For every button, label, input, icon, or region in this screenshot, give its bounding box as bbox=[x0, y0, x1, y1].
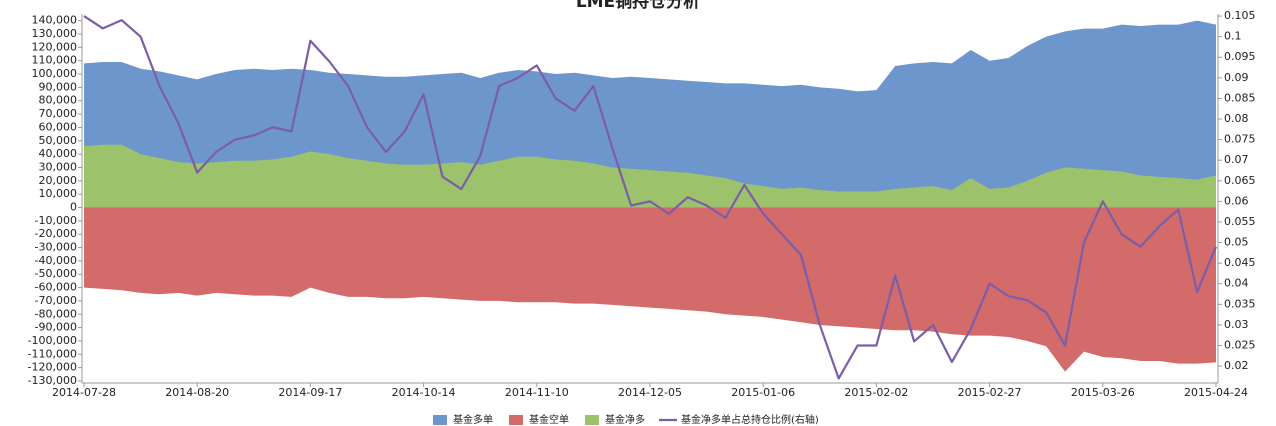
y-tick-label: -120,000 bbox=[28, 361, 77, 374]
y2-tick-label: 0.08 bbox=[1224, 112, 1249, 125]
y-tick-label: 110,000 bbox=[32, 54, 78, 67]
y-tick-label: 0 bbox=[70, 201, 77, 214]
y-tick-label: -40,000 bbox=[35, 254, 77, 267]
legend-swatch bbox=[433, 415, 447, 425]
y-tick-label: -110,000 bbox=[28, 347, 77, 360]
y2-tick-label: 0.03 bbox=[1224, 318, 1249, 331]
y-tick-label: 50,000 bbox=[39, 134, 78, 147]
y-tick-label: 60,000 bbox=[39, 120, 78, 133]
y-tick-label: -100,000 bbox=[28, 334, 77, 347]
y-tick-label: 100,000 bbox=[32, 67, 78, 80]
legend-label[interactable]: 基金净多 bbox=[605, 413, 645, 426]
y2-tick-label: 0.04 bbox=[1224, 277, 1249, 290]
y-tick-label: 80,000 bbox=[39, 94, 78, 107]
line-series bbox=[83, 15, 1218, 380]
x-tick-label: 2015-03-26 bbox=[1071, 386, 1135, 399]
y-tick-label: 30,000 bbox=[39, 160, 78, 173]
y2-tick-label: 0.035 bbox=[1224, 297, 1256, 310]
y-tick-label: 130,000 bbox=[32, 27, 78, 40]
y2-tick-label: 0.105 bbox=[1224, 9, 1256, 22]
legend-label[interactable]: 基金多单 bbox=[453, 413, 493, 426]
y2-tick-label: 0.065 bbox=[1224, 174, 1256, 187]
y-tick-label: -70,000 bbox=[35, 294, 77, 307]
y-tick-label: 10,000 bbox=[39, 187, 78, 200]
legend-swatch bbox=[585, 415, 599, 425]
y2-tick-label: 0.09 bbox=[1224, 71, 1249, 84]
x-tick-label: 2014-12-05 bbox=[618, 386, 682, 399]
y-tick-label: -20,000 bbox=[35, 227, 77, 240]
x-tick-label: 2015-02-02 bbox=[844, 386, 908, 399]
y2-tick-label: 0.055 bbox=[1224, 215, 1256, 228]
y-tick-label: -60,000 bbox=[35, 281, 77, 294]
y-tick-label: -30,000 bbox=[35, 241, 77, 254]
y2-tick-label: 0.025 bbox=[1224, 339, 1256, 352]
area-series bbox=[84, 144, 1216, 208]
y-tick-label: -80,000 bbox=[35, 307, 77, 320]
y-tick-label: 90,000 bbox=[39, 80, 78, 93]
y2-tick-label: 0.02 bbox=[1224, 359, 1249, 372]
y2-tick-label: 0.085 bbox=[1224, 91, 1256, 104]
y-tick-label: -10,000 bbox=[35, 214, 77, 227]
x-tick-label: 2014-11-10 bbox=[505, 386, 569, 399]
chart-title: LME铜持仓分析 bbox=[576, 0, 700, 12]
y-tick-label: 120,000 bbox=[32, 40, 78, 53]
x-tick-label: 2015-04-24 bbox=[1184, 386, 1248, 399]
x-tick-label: 2014-10-14 bbox=[392, 386, 456, 399]
y2-tick-label: 0.095 bbox=[1224, 50, 1256, 63]
y2-tick-label: 0.075 bbox=[1224, 133, 1256, 146]
x-tick-label: 2014-08-20 bbox=[165, 386, 229, 399]
legend-label[interactable]: 基金空单 bbox=[529, 413, 569, 426]
y2-tick-label: 0.06 bbox=[1224, 194, 1249, 207]
legend-label[interactable]: 基金净多单占总持仓比例(右轴) bbox=[681, 413, 819, 426]
y-tick-label: -50,000 bbox=[35, 267, 77, 280]
x-tick-label: 2015-02-27 bbox=[958, 386, 1022, 399]
y2-tick-label: 0.1 bbox=[1224, 30, 1242, 43]
y-tick-label: -90,000 bbox=[35, 321, 77, 334]
y-tick-label: 40,000 bbox=[39, 147, 78, 160]
legend: 基金多单 基金空单 基金净多 基金净多单占总持仓比例(右轴) bbox=[433, 413, 819, 426]
x-tick-label: 2015-01-06 bbox=[731, 386, 795, 399]
area-series bbox=[84, 207, 1216, 372]
x-tick-label: 2014-07-28 bbox=[52, 386, 116, 399]
y-tick-label: 140,000 bbox=[32, 14, 78, 27]
y2-tick-label: 0.045 bbox=[1224, 256, 1256, 269]
axes: 140,000130,000120,000110,000100,00090,00… bbox=[28, 9, 1256, 399]
y-tick-label: 70,000 bbox=[39, 107, 78, 120]
legend-swatch bbox=[509, 415, 523, 425]
x-tick-label: 2014-09-17 bbox=[278, 386, 342, 399]
plot-area bbox=[83, 15, 1218, 380]
y2-tick-label: 0.05 bbox=[1224, 236, 1249, 249]
y-tick-label: -130,000 bbox=[28, 374, 77, 387]
y-tick-label: 20,000 bbox=[39, 174, 78, 187]
y2-tick-label: 0.07 bbox=[1224, 153, 1249, 166]
